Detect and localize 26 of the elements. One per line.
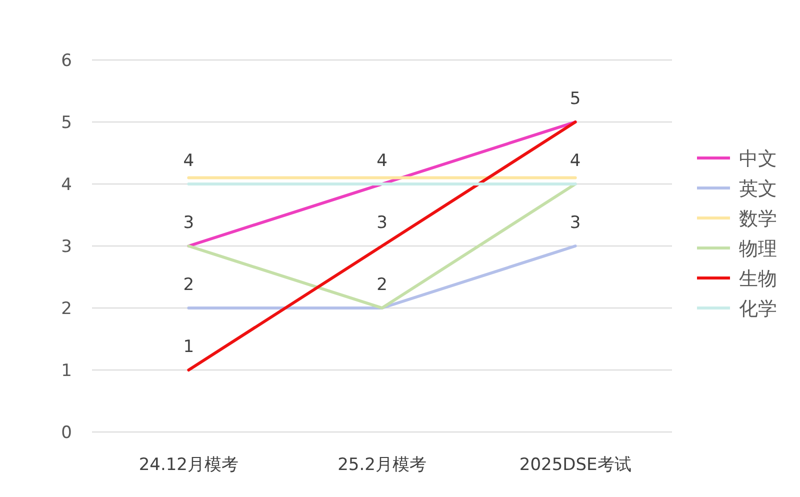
x-tick-label: 25.2月模考 — [338, 455, 426, 475]
legend-label: 中文 — [739, 148, 777, 170]
data-label: 4 — [183, 151, 194, 171]
y-tick-label: 0 — [61, 423, 72, 443]
data-label: 1 — [183, 337, 194, 357]
data-label: 3 — [570, 213, 581, 233]
x-tick-label: 2025DSE考试 — [519, 455, 632, 475]
data-label: 3 — [376, 213, 388, 233]
legend-label: 数学 — [739, 208, 777, 230]
y-tick-label: 6 — [61, 51, 72, 71]
data-label: 3 — [183, 213, 194, 233]
legend-label: 化学 — [739, 298, 777, 320]
x-tick-label: 24.12月模考 — [138, 455, 239, 475]
data-label: 4 — [376, 151, 388, 171]
legend-label: 生物 — [739, 268, 777, 290]
data-label: 4 — [570, 151, 581, 171]
y-tick-label: 4 — [61, 175, 72, 195]
data-label: 5 — [570, 89, 581, 109]
data-label: 2 — [376, 275, 388, 295]
y-tick-label: 1 — [61, 361, 72, 381]
legend-label: 物理 — [739, 238, 777, 260]
y-tick-label: 5 — [61, 113, 72, 133]
y-tick-label: 2 — [61, 299, 72, 319]
y-tick-label: 3 — [61, 237, 72, 257]
data-label: 2 — [183, 275, 194, 295]
legend-label: 英文 — [739, 178, 777, 200]
